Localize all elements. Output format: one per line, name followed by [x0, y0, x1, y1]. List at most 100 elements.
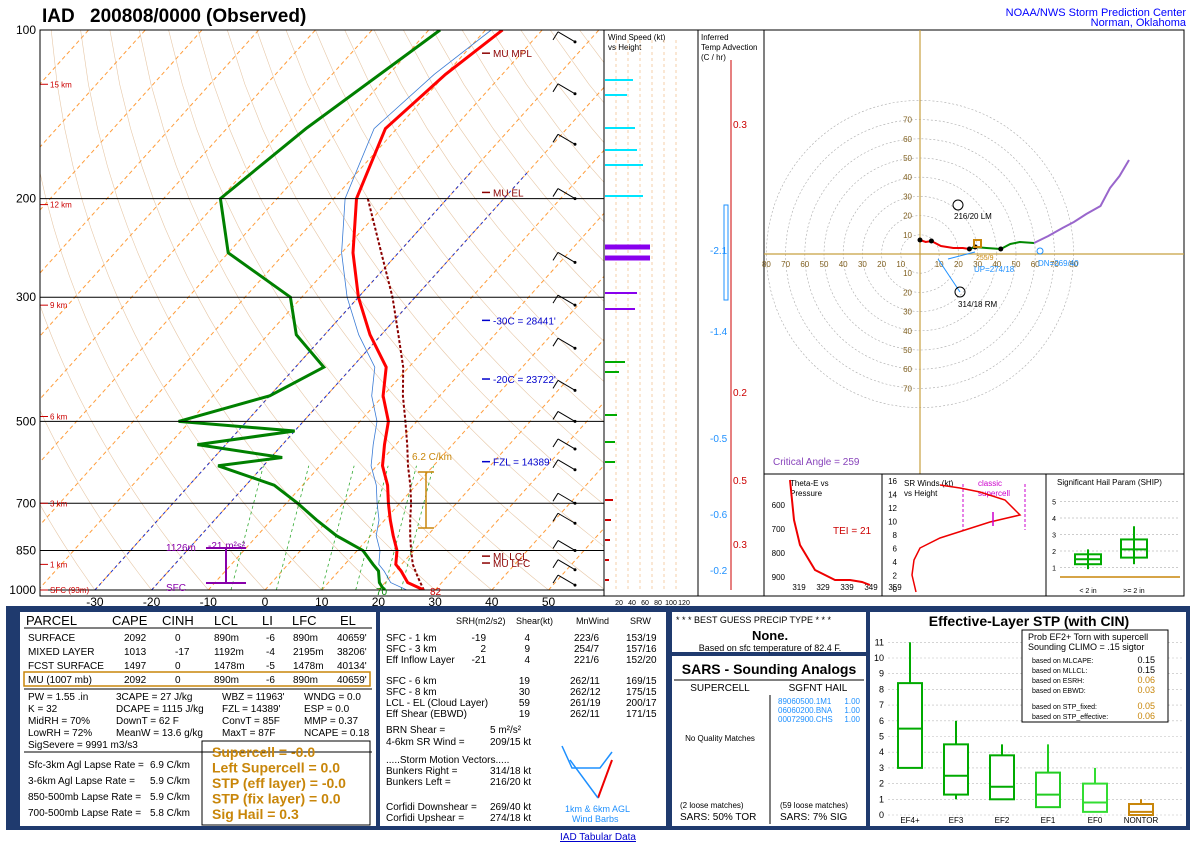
isotherm-line [40, 30, 486, 526]
thermo-param: MeanW = 13.6 g/kg [116, 728, 203, 739]
hodo-label: DN=269/40 [1038, 259, 1079, 268]
hodo-tick: 80 [1069, 260, 1078, 269]
kin-label: Eff Shear (EBWD) [386, 709, 467, 720]
hodo-tick: 50 [903, 346, 912, 355]
wind-barb-staff [557, 459, 576, 471]
theta-title: Theta-E vs [790, 479, 829, 488]
lower-box [672, 612, 866, 652]
hodo-tick: 30 [858, 260, 867, 269]
parcel-cell: 2092 [124, 675, 147, 686]
thermo-param: MMP = 0.37 [304, 716, 358, 727]
kin-barb-red [597, 759, 613, 799]
right-mover-marker [954, 286, 966, 298]
sfc-temp-label: 82 [430, 587, 442, 598]
adv-subtitle: Temp Advection [701, 43, 757, 52]
parcel-cell: -17 [175, 647, 190, 658]
wind-barb-base [573, 583, 577, 587]
wind-tick-label: 80 [654, 600, 662, 607]
hodo-tick: 30 [903, 192, 912, 201]
hodo-label: 255/9 [976, 255, 994, 262]
sig-severe: SigSevere = 9991 m3/s3 [28, 740, 138, 751]
srw-ytick: 2 [893, 572, 898, 581]
temp-tick-label: 50 [542, 595, 556, 609]
wind-barb-flag [552, 492, 559, 502]
thermo-param: FZL = 14389' [222, 704, 281, 715]
sars-title: SARS - Sounding Analogs [682, 661, 857, 677]
ship-ytick: 2 [1052, 549, 1056, 556]
thermo-param: 3CAPE = 27 J/kg [116, 692, 192, 703]
parcel-cell: -6 [266, 675, 275, 686]
parcel-cell: 1013 [124, 647, 147, 658]
level-marker-label: -30C = 28441' [493, 316, 556, 327]
thermo-param: PW = 1.55 .in [28, 692, 88, 703]
adv-value: 0.3 [733, 540, 747, 551]
kinematic-header: Shear(kt) [516, 616, 553, 626]
dry-adiabat [461, 30, 604, 223]
thermo-param: WNDG = 0.0 [304, 692, 361, 703]
pressure-tick-label: 200 [16, 192, 36, 206]
wind-barb-staff [557, 337, 576, 349]
dry-adiabat [285, 30, 604, 464]
stp-ytick: 3 [879, 763, 884, 773]
lapse-name: Sfc-3km Agl Lapse Rate = [28, 760, 144, 771]
wind-barb-flag [552, 188, 559, 197]
kin-mnwind: 262/11 [570, 709, 600, 720]
wind-speed-panel: Wind Speed (kt)vs Height 20 40 60 80 100 120 [603, 29, 699, 607]
adv-bar [723, 204, 729, 301]
parcel-cell: 890m [293, 675, 318, 686]
tabular-data-link[interactable]: IAD Tabular Data [560, 832, 636, 843]
temp-tick-label: 40 [485, 595, 499, 609]
kin-shear: 59 [519, 698, 531, 709]
sars-loose: (2 loose matches) [680, 801, 744, 810]
stp-ytick: 11 [875, 637, 884, 647]
srw-ytick: 8 [893, 531, 898, 540]
stp-prob-label: based on ESRH: [1032, 678, 1084, 685]
hodo-up-vector [947, 251, 976, 260]
stp-box [1035, 771, 1061, 809]
theta-xtick: 319 [792, 583, 806, 592]
stp-legend-title: Prob EF2+ Torn with supercell [1028, 632, 1148, 642]
hodo-height-dot [928, 238, 934, 244]
dry-adiabat [373, 30, 604, 342]
sars-no-match: No Quality Matches [685, 734, 755, 743]
composite-param: Left Supercell = 0.0 [212, 760, 340, 776]
wind-barb-flag [552, 512, 559, 522]
kin-srw: 152/20 [626, 655, 657, 666]
adv-value: -0.6 [710, 510, 728, 521]
stp-category: EF2 [995, 816, 1010, 825]
srw-title: SR Winds (kt) [904, 479, 954, 488]
parcel-cell: 0 [175, 675, 181, 686]
wind-panel-frame [603, 29, 699, 597]
hodo-tick: 40 [903, 173, 912, 182]
kin-mnwind: 221/6 [574, 655, 599, 666]
wind-barb-staff [557, 559, 576, 571]
motion-label: Corfidi Upshear = [386, 813, 464, 824]
kin-shear: 19 [519, 709, 531, 720]
org-name: NOAA/NWS Storm Prediction Center [1006, 7, 1187, 19]
kin-srw: 200/17 [626, 698, 657, 709]
wind-barb-flag [552, 574, 559, 584]
hodo-tick: 50 [1012, 260, 1021, 269]
isotherm-line [94, 30, 600, 590]
kinematic-header: MnWind [576, 616, 609, 626]
sars-hail-score: 1.00 [844, 697, 860, 706]
wind-barb-flag [552, 438, 559, 448]
kin-label: SFC - 1 km [386, 633, 437, 644]
wind-barb-base [573, 419, 577, 423]
wind-tick-label: 120 [678, 600, 690, 607]
hodo-tick: 40 [839, 260, 848, 269]
upper-frame [39, 29, 1185, 597]
dry-adiabat [432, 30, 604, 262]
hodo-height-dot [966, 246, 972, 252]
srw-ytick: 6 [893, 545, 898, 554]
kin-label: SFC - 6 km [386, 676, 437, 687]
wind-barb-base [573, 346, 577, 350]
hodo-tick: 50 [820, 260, 829, 269]
stp-prob-label: based on EBWD: [1032, 688, 1086, 695]
lapse-rate-label: 6.2 C/km [412, 452, 452, 463]
wind-barb-base [573, 568, 577, 572]
sars-hail-score: 1.00 [844, 715, 860, 724]
srw-subtitle: vs Height [904, 489, 938, 498]
thermo-param: MaxT = 87F [222, 728, 275, 739]
